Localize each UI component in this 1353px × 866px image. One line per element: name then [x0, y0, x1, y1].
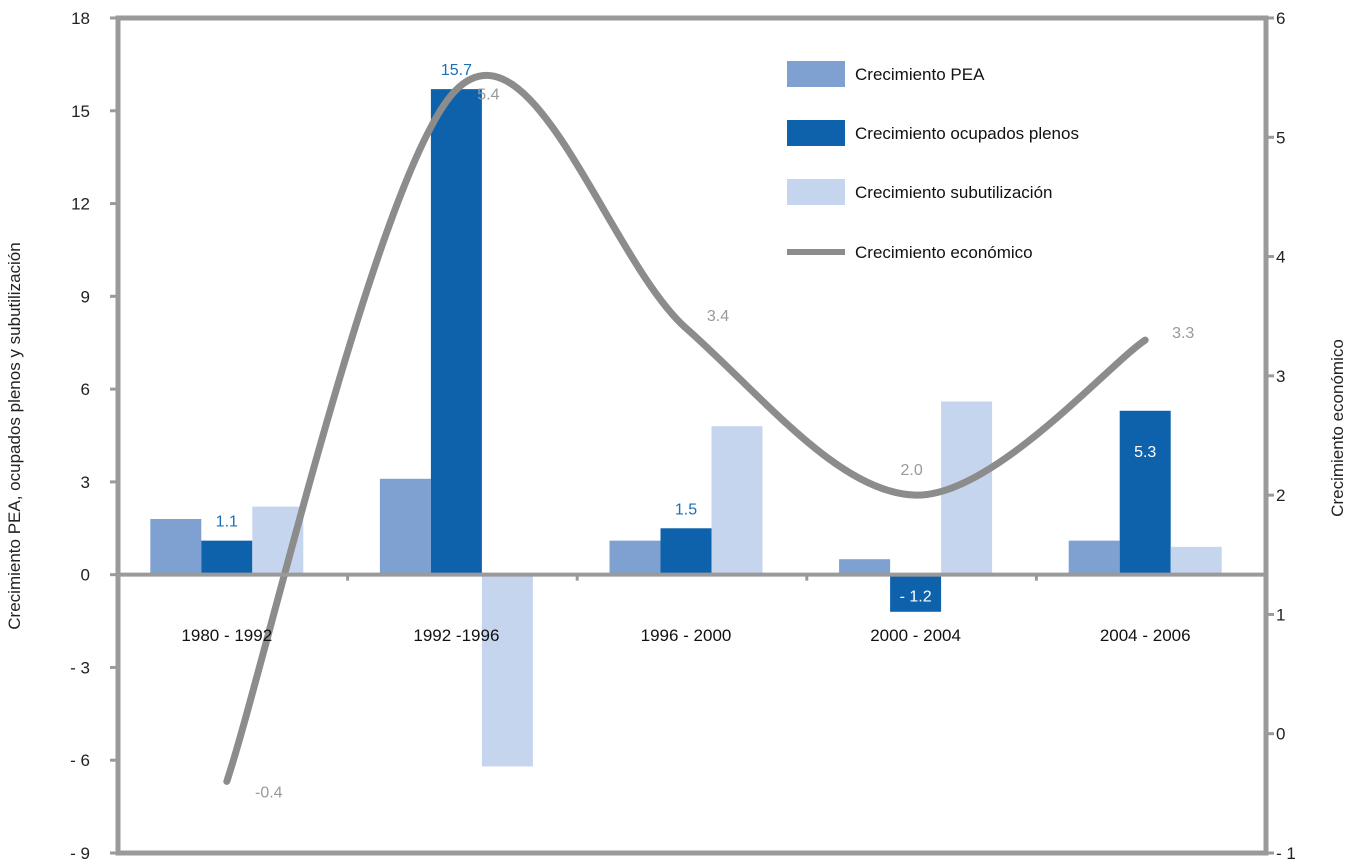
- right-tick-label-5: 1: [1276, 605, 1285, 624]
- left-tick-label-5: 3: [81, 473, 90, 492]
- line-data-label-0: -0.4: [255, 784, 283, 801]
- bar-series-2-cat-1: [481, 574, 533, 767]
- bar-series-1-cat-0: [201, 540, 253, 575]
- bar-series-2-cat-2: [711, 426, 763, 575]
- line-data-label-3: 2.0: [900, 462, 922, 479]
- left-tick-label-4: 6: [81, 380, 90, 399]
- line-series-economic-growth: [223, 71, 1149, 785]
- left-tick-label-9: - 9: [70, 844, 90, 861]
- right-tick-label-1: 5: [1276, 128, 1285, 147]
- category-label-4: 2004 - 2006: [1100, 626, 1191, 645]
- right-tick-label-2: 4: [1276, 248, 1285, 267]
- bar-series-1-cat-3: [890, 574, 942, 612]
- bar-series-0-cat-4: [1068, 540, 1120, 575]
- bar-data-label-4: 5.3: [1134, 444, 1156, 461]
- bar-series-0-cat-3: [839, 559, 891, 575]
- line-data-label-2: 3.4: [707, 308, 729, 325]
- category-label-3: 2000 - 2004: [870, 626, 961, 645]
- bar-data-label-1: 15.7: [441, 62, 472, 79]
- plot-frame: [115, 15, 1269, 856]
- right-tick-label-0: 6: [1276, 9, 1285, 28]
- bar-series-1-cat-2: [660, 528, 712, 575]
- y-axis-title-right: Crecimiento económico: [1328, 339, 1347, 517]
- bar-series-1-cat-4: [1119, 410, 1171, 575]
- left-tick-label-2: 12: [71, 195, 90, 214]
- line-data-label-4: 3.3: [1172, 325, 1194, 342]
- right-tick-label-3: 3: [1276, 367, 1285, 386]
- category-label-1: 1992 -1996: [413, 626, 499, 645]
- bar-series-0-cat-0: [150, 519, 202, 575]
- legend-label-2: Crecimiento subutilización: [855, 183, 1052, 202]
- legend-label-0: Crecimiento PEA: [855, 65, 985, 84]
- bar-series-0-cat-2: [609, 540, 661, 575]
- bar-data-label-0: 1.1: [216, 514, 238, 531]
- left-tick-label-7: - 3: [70, 658, 90, 677]
- y-axis-title-left: Crecimiento PEA, ocupados plenos y subut…: [5, 242, 24, 629]
- left-tick-label-0: 18: [71, 9, 90, 28]
- legend-label-1: Crecimiento ocupados plenos: [855, 124, 1079, 143]
- right-tick-label-4: 2: [1276, 486, 1285, 505]
- category-label-0: 1980 - 1992: [181, 626, 272, 645]
- right-tick-label-6: 0: [1276, 725, 1285, 744]
- legend-swatch-1: [787, 120, 845, 146]
- left-tick-label-3: 9: [81, 287, 90, 306]
- category-label-2: 1996 - 2000: [641, 626, 732, 645]
- bar-series-0-cat-1: [379, 478, 431, 575]
- bar-series-2-cat-4: [1170, 546, 1222, 575]
- legend-swatch-2: [787, 179, 845, 205]
- left-tick-label-8: - 6: [70, 751, 90, 770]
- line-data-label-1: 5.4: [477, 87, 499, 104]
- right-tick-label-7: - 1: [1276, 844, 1296, 861]
- bar-series-1-cat-1: [430, 89, 482, 575]
- left-tick-label-1: 15: [71, 102, 90, 121]
- left-tick-label-6: 0: [81, 566, 90, 585]
- legend-label-line: Crecimiento económico: [855, 243, 1033, 262]
- bar-data-label-2: 1.5: [675, 501, 697, 518]
- legend-swatch-0: [787, 61, 845, 87]
- bar-data-label-3: - 1.2: [900, 589, 932, 606]
